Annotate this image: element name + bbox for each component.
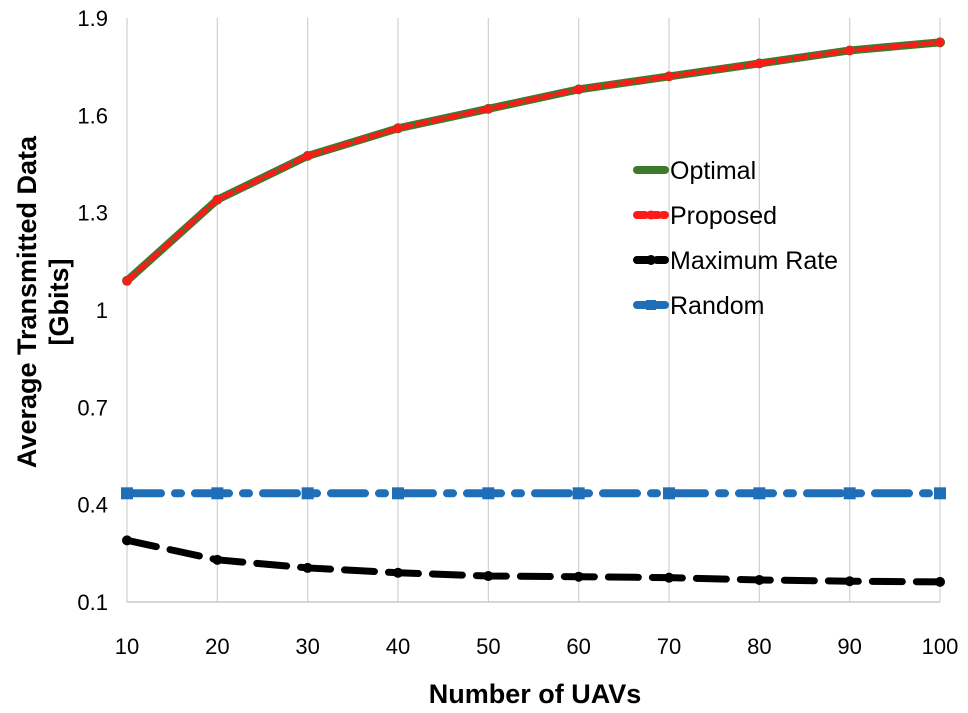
y-tick-label: 0.1 <box>77 590 108 615</box>
legend-label-optimal: Optimal <box>670 157 756 185</box>
point-maximum-rate-90 <box>844 576 855 587</box>
point-random-60 <box>572 487 585 500</box>
point-maximum-rate-50 <box>483 571 494 582</box>
point-maximum-rate-10 <box>122 535 132 546</box>
y-tick-label: 0.7 <box>77 395 108 420</box>
y-axis-title-line-2: [Gbits] <box>44 259 74 346</box>
point-random-70 <box>663 487 675 500</box>
point-maximum-rate-80 <box>754 574 765 585</box>
point-random-50 <box>482 487 495 500</box>
point-proposed-90 <box>845 45 855 55</box>
point-proposed-30 <box>303 151 313 161</box>
point-random-100 <box>934 487 946 500</box>
x-tick-label: 50 <box>476 634 500 659</box>
series-line-proposed <box>124 39 943 284</box>
y-tick-label: 1 <box>96 298 108 323</box>
legend-marker-random <box>646 300 656 310</box>
point-proposed-40 <box>393 123 403 133</box>
series-line-optimal <box>123 38 944 285</box>
y-axis-ticks: 0.1 0.4 0.7 1 1.3 1.6 1.9 <box>77 6 108 615</box>
point-proposed-50 <box>483 104 493 114</box>
point-random-80 <box>753 487 766 500</box>
x-tick-label: 100 <box>922 634 959 659</box>
legend-marker-maximum-rate <box>646 255 656 265</box>
point-proposed-100 <box>935 37 945 47</box>
point-random-40 <box>392 487 404 500</box>
point-proposed-80 <box>754 58 764 68</box>
point-maximum-rate-20 <box>212 554 223 565</box>
legend-label-random: Random <box>670 292 765 320</box>
point-random-20 <box>211 487 224 500</box>
x-tick-label: 10 <box>115 634 139 659</box>
grid-lines <box>126 18 941 603</box>
x-tick-label: 90 <box>837 634 861 659</box>
x-axis-title: Number of UAVs <box>429 679 642 709</box>
x-tick-label: 60 <box>566 634 590 659</box>
x-axis-ticks: 10 20 30 40 50 60 70 80 90 100 <box>115 634 959 659</box>
y-axis-title-line-1: Average Transmitted Data <box>12 135 42 468</box>
legend-label-maximum-rate: Maximum Rate <box>670 247 838 275</box>
point-maximum-rate-100 <box>935 576 945 587</box>
point-maximum-rate-40 <box>393 567 403 578</box>
y-tick-label: 0.4 <box>77 493 108 518</box>
point-random-90 <box>843 487 856 500</box>
legend: Optimal Proposed Maximum Rate Random <box>633 157 838 320</box>
y-axis-title: Average Transmitted Data [Gbits] <box>12 135 74 468</box>
point-random-10 <box>121 487 133 500</box>
point-maximum-rate-60 <box>573 571 584 582</box>
x-tick-label: 30 <box>295 634 319 659</box>
x-tick-label: 70 <box>657 634 681 659</box>
y-tick-label: 1.3 <box>77 201 108 226</box>
legend-label-proposed: Proposed <box>670 202 777 230</box>
series-group <box>121 37 946 587</box>
series-line-maximum-rate <box>123 536 944 586</box>
x-tick-label: 40 <box>386 634 410 659</box>
y-tick-label: 1.9 <box>77 6 108 31</box>
legend-marker-proposed <box>646 210 656 220</box>
point-maximum-rate-70 <box>664 572 674 583</box>
y-tick-label: 1.6 <box>77 103 108 128</box>
x-tick-label: 80 <box>747 634 771 659</box>
point-maximum-rate-30 <box>302 562 313 573</box>
point-random-30 <box>301 487 314 500</box>
point-proposed-20 <box>212 195 222 205</box>
x-tick-label: 20 <box>205 634 229 659</box>
point-proposed-70 <box>664 71 674 81</box>
point-proposed-60 <box>574 84 584 94</box>
point-proposed-10 <box>122 276 132 286</box>
